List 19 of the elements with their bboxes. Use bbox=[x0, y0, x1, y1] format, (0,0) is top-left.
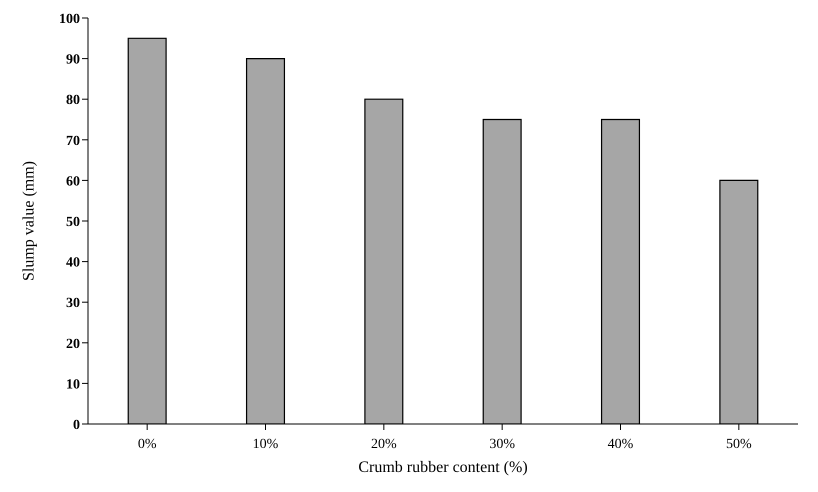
x-tick-label: 0% bbox=[138, 436, 157, 452]
y-tick-label: 50 bbox=[66, 214, 80, 230]
x-tick-label: 20% bbox=[370, 436, 397, 452]
x-tick-label: 30% bbox=[489, 436, 516, 452]
y-tick-label: 80 bbox=[66, 93, 80, 108]
y-tick-label: 10 bbox=[66, 377, 80, 392]
y-tick-label: 90 bbox=[66, 52, 80, 68]
y-axis-title: Slump value (mm) bbox=[20, 161, 38, 281]
x-axis-title: Crumb rubber content (%) bbox=[358, 459, 528, 476]
x-tick-label: 10% bbox=[252, 436, 279, 452]
y-tick-label: 100 bbox=[59, 12, 80, 27]
y-tick-label: 70 bbox=[66, 134, 80, 149]
y-tick-label: 0 bbox=[73, 418, 80, 433]
y-tick-label: 40 bbox=[66, 256, 80, 271]
x-tick-label: 40% bbox=[608, 436, 634, 452]
y-tick-label: 60 bbox=[66, 174, 80, 190]
y-tick-label: 20 bbox=[66, 336, 80, 352]
y-tick-label: 30 bbox=[66, 296, 80, 312]
x-tick-label: 50% bbox=[726, 436, 752, 452]
